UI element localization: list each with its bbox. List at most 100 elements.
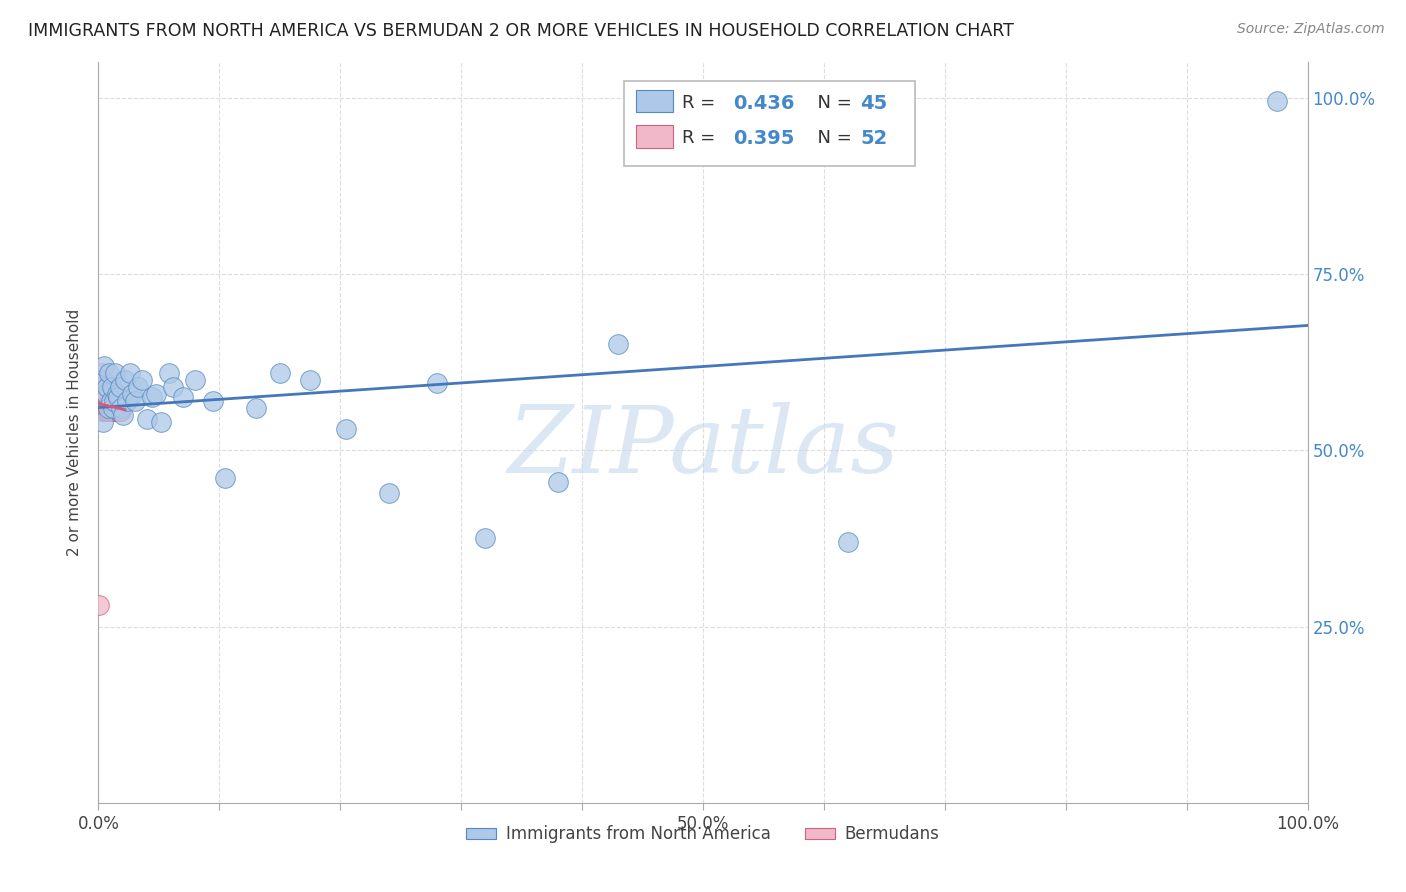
Point [157, 366, 180, 380]
Point [91, 373, 114, 387]
Point [124, 393, 146, 408]
Point [104, 366, 127, 380]
Point [97, 401, 120, 415]
Point [93, 401, 115, 415]
Point [335, 422, 357, 436]
Point [94, 390, 117, 404]
Text: R =: R = [682, 129, 721, 147]
Point [1267, 94, 1289, 108]
Point [89, 397, 111, 411]
Point [91, 390, 114, 404]
Point [97, 404, 120, 418]
Text: IMMIGRANTS FROM NORTH AMERICA VS BERMUDAN 2 OR MORE VEHICLES IN HOUSEHOLD CORREL: IMMIGRANTS FROM NORTH AMERICA VS BERMUDA… [28, 22, 1014, 40]
Point [110, 404, 132, 418]
Point [97, 397, 120, 411]
Point [118, 366, 141, 380]
Point [101, 404, 124, 418]
Point [89, 387, 111, 401]
Point [100, 380, 122, 394]
Point [108, 404, 131, 418]
Point [93, 393, 115, 408]
Y-axis label: 2 or more Vehicles in Household: 2 or more Vehicles in Household [67, 309, 83, 557]
Point [107, 390, 129, 404]
Point [162, 380, 184, 394]
Point [91, 415, 114, 429]
Point [93, 387, 115, 401]
Point [96, 390, 118, 404]
Point [89, 393, 111, 408]
Point [94, 387, 117, 401]
Point [108, 380, 131, 394]
Point [96, 380, 118, 394]
Point [89, 599, 111, 613]
Point [117, 393, 139, 408]
Point [91, 380, 114, 394]
Text: Source: ZipAtlas.com: Source: ZipAtlas.com [1237, 22, 1385, 37]
Point [100, 404, 122, 418]
Point [135, 411, 157, 425]
FancyBboxPatch shape [637, 90, 672, 112]
Point [105, 387, 128, 401]
Point [96, 397, 118, 411]
Point [100, 397, 122, 411]
Point [184, 373, 207, 387]
Point [377, 485, 399, 500]
Point [202, 393, 225, 408]
Point [91, 373, 114, 387]
Text: N =: N = [806, 129, 858, 147]
Point [150, 415, 173, 429]
Point [94, 397, 117, 411]
FancyBboxPatch shape [637, 126, 672, 147]
Point [474, 532, 496, 546]
Point [94, 404, 117, 418]
Point [299, 373, 322, 387]
Point [91, 387, 114, 401]
Point [91, 397, 114, 411]
Point [91, 397, 114, 411]
Point [104, 401, 127, 415]
Text: ZIPatlas: ZIPatlas [508, 402, 898, 492]
Point [93, 359, 115, 373]
Point [107, 404, 129, 418]
Point [90, 393, 112, 408]
Point [269, 366, 291, 380]
Point [90, 366, 112, 380]
Point [547, 475, 569, 489]
Point [103, 404, 125, 418]
Point [105, 404, 128, 418]
Text: 0.395: 0.395 [734, 129, 794, 148]
Point [127, 380, 149, 394]
Point [103, 393, 125, 408]
Point [121, 387, 143, 401]
Point [100, 404, 122, 418]
FancyBboxPatch shape [624, 81, 915, 166]
Point [90, 380, 112, 394]
Point [91, 373, 114, 387]
Legend: Immigrants from North America, Bermudans: Immigrants from North America, Bermudans [460, 819, 946, 850]
Point [110, 401, 132, 415]
Point [91, 404, 114, 418]
Point [837, 535, 859, 549]
Point [426, 376, 449, 391]
Point [89, 380, 111, 394]
Text: 0.436: 0.436 [734, 94, 794, 112]
Point [90, 387, 112, 401]
Text: 52: 52 [860, 129, 887, 148]
Point [100, 401, 122, 415]
Text: R =: R = [682, 94, 721, 112]
Point [131, 373, 153, 387]
Point [145, 387, 167, 401]
Point [111, 408, 134, 422]
Point [93, 404, 115, 418]
Point [607, 337, 630, 351]
Point [91, 404, 114, 418]
Point [172, 390, 194, 404]
Point [98, 366, 121, 380]
Point [101, 401, 124, 415]
Point [90, 401, 112, 415]
Point [98, 397, 121, 411]
Point [91, 380, 114, 394]
Point [245, 401, 267, 415]
Point [96, 404, 118, 418]
Point [90, 390, 112, 404]
